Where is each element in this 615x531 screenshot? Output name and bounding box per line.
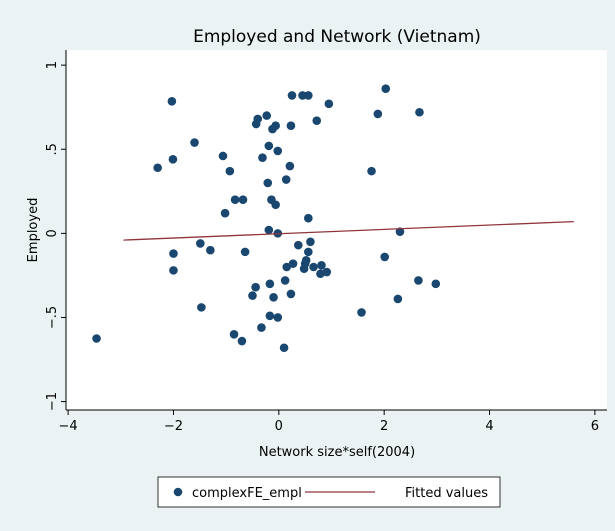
- point: [238, 195, 248, 205]
- point: [258, 153, 267, 162]
- point: [294, 240, 303, 250]
- point: [304, 213, 313, 223]
- point: [264, 141, 274, 151]
- point: [393, 294, 403, 304]
- y-tick-label: 0: [45, 229, 60, 237]
- x-tick-label: 6: [591, 419, 599, 434]
- point: [168, 155, 178, 164]
- point: [206, 245, 215, 255]
- point: [167, 97, 177, 106]
- point: [380, 252, 390, 262]
- point: [324, 99, 334, 109]
- point: [309, 262, 318, 272]
- point: [288, 259, 298, 268]
- legend-marker: [173, 487, 183, 497]
- x-tick-label: −2: [164, 419, 183, 434]
- point: [190, 138, 199, 147]
- fit-line: [123, 220, 574, 241]
- point: [414, 276, 423, 285]
- point: [225, 166, 235, 176]
- point: [431, 279, 441, 289]
- point: [301, 255, 311, 265]
- point: [251, 282, 260, 292]
- point: [262, 111, 272, 120]
- point: [381, 84, 391, 93]
- point: [281, 175, 291, 184]
- point: [282, 262, 292, 272]
- point: [304, 247, 313, 257]
- point: [248, 291, 257, 300]
- point: [286, 121, 296, 131]
- point: [367, 166, 376, 176]
- point: [269, 292, 278, 302]
- point: [317, 261, 326, 270]
- point: [92, 334, 101, 343]
- point: [287, 91, 297, 100]
- y-tick-label: 1: [45, 61, 60, 69]
- plot-area: [66, 50, 607, 410]
- point: [229, 329, 239, 339]
- point: [169, 249, 178, 258]
- point: [285, 161, 295, 171]
- point: [312, 116, 322, 125]
- y-axis-label: Employed: [26, 198, 41, 263]
- point: [304, 91, 313, 100]
- point: [273, 313, 283, 322]
- x-tick-label: −4: [59, 419, 78, 434]
- point: [240, 247, 250, 257]
- point: [257, 323, 266, 332]
- point: [230, 195, 240, 205]
- chart-title: Employed and Network (Vietnam): [193, 27, 481, 47]
- x-axis-label: Network size*self(2004): [259, 445, 415, 460]
- point: [153, 163, 162, 173]
- point: [251, 119, 261, 129]
- point: [280, 276, 290, 285]
- point: [286, 289, 296, 299]
- point: [263, 178, 273, 188]
- y-tick-label: −.5: [45, 306, 60, 329]
- point: [264, 225, 274, 235]
- point: [357, 308, 366, 317]
- point: [395, 227, 405, 236]
- point: [218, 151, 228, 161]
- point: [197, 303, 206, 312]
- y-tick-label: −1: [45, 392, 60, 411]
- point: [196, 239, 205, 248]
- point: [373, 109, 383, 119]
- x-tick-label: 4: [485, 419, 493, 434]
- point: [220, 208, 230, 218]
- point: [271, 200, 280, 210]
- legend-label: Fitted values: [405, 486, 488, 501]
- point: [265, 279, 275, 289]
- point: [271, 121, 280, 131]
- point: [306, 237, 315, 247]
- x-tick-label: 2: [380, 419, 388, 434]
- point: [415, 107, 424, 117]
- point: [237, 336, 247, 346]
- y-tick-label: .5: [45, 143, 60, 155]
- x-tick-label: 0: [275, 419, 283, 434]
- legend-label: complexFE_empl: [192, 486, 302, 501]
- point: [273, 146, 283, 156]
- point: [279, 343, 289, 353]
- point: [265, 311, 275, 321]
- point: [169, 266, 178, 275]
- point: [322, 267, 332, 277]
